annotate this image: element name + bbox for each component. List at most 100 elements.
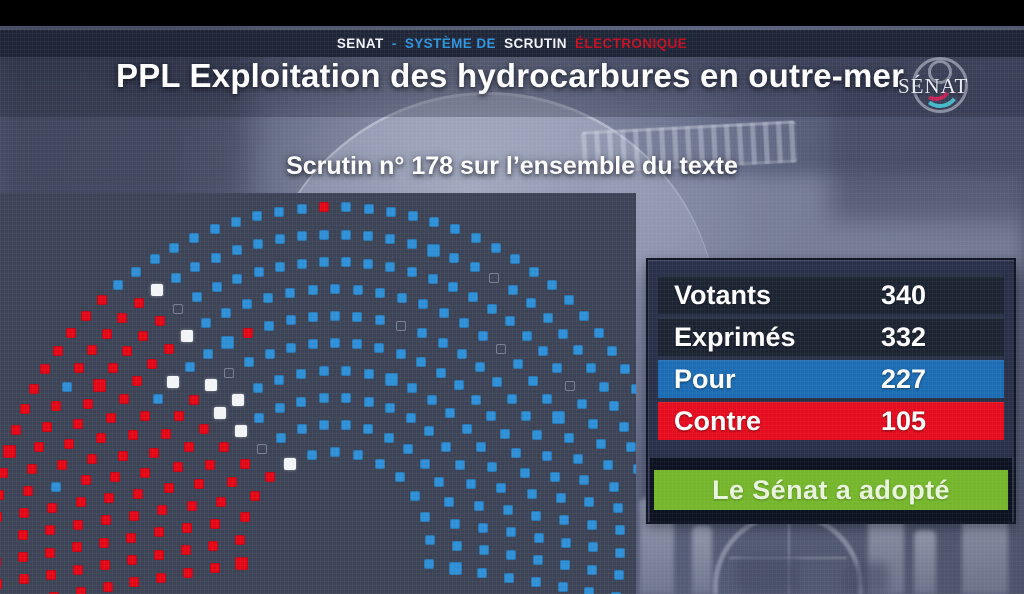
seat-pour xyxy=(559,515,570,526)
seat-contre xyxy=(209,563,220,574)
seat-contre xyxy=(44,547,55,558)
seat-contre xyxy=(0,511,2,522)
seat-pour xyxy=(609,401,620,412)
seat-pour xyxy=(607,345,618,356)
results-value: 340 xyxy=(881,280,927,310)
seat-contre xyxy=(45,525,56,536)
seat-pour xyxy=(407,383,418,394)
seat-pour xyxy=(285,343,296,353)
seat-pour xyxy=(307,284,318,295)
seat-pour xyxy=(254,413,265,424)
seat-pour xyxy=(210,253,221,264)
seat-contre xyxy=(173,411,184,421)
seat-pour xyxy=(454,380,465,391)
seat-pour xyxy=(203,349,214,359)
seat-pour xyxy=(341,256,352,267)
seat-pour xyxy=(318,365,329,376)
seat-pour xyxy=(296,368,306,379)
seat-pour xyxy=(296,203,307,214)
seat-contre xyxy=(72,564,83,575)
seat-pour xyxy=(550,471,560,482)
seat-pour xyxy=(275,261,285,272)
seat-pour xyxy=(525,298,536,309)
seat-pour xyxy=(405,413,416,424)
seat-contre xyxy=(47,503,58,514)
seat-contre xyxy=(147,359,158,370)
background-statue xyxy=(845,562,889,594)
seat-pour xyxy=(555,493,566,504)
seat-pour xyxy=(252,383,263,394)
seat-pour xyxy=(533,555,544,566)
seat-vacant xyxy=(224,367,235,378)
seat-contre xyxy=(117,312,128,323)
seat-pour xyxy=(596,439,607,450)
seat-contre xyxy=(234,557,248,570)
seat-pour xyxy=(192,292,203,303)
seat-pour xyxy=(454,459,465,470)
seat-pour xyxy=(363,424,374,435)
seat-contre xyxy=(19,507,30,518)
seat-contre xyxy=(96,432,106,443)
seat-contre xyxy=(50,401,61,412)
seat-pour xyxy=(285,315,296,326)
seat-pour xyxy=(560,559,571,570)
seat-pour xyxy=(341,202,352,213)
seat-pour xyxy=(477,567,488,578)
seat-contre xyxy=(235,534,246,545)
seat-contre xyxy=(138,330,149,341)
seat-pour xyxy=(364,368,374,379)
seat-contre xyxy=(71,542,82,552)
seat-pour xyxy=(529,266,539,277)
seat-contre xyxy=(181,522,192,533)
seat-pour xyxy=(253,267,264,278)
seat-vacant xyxy=(496,344,506,355)
seat-abstention xyxy=(234,425,247,438)
seat-contre xyxy=(52,345,63,356)
seat-pour xyxy=(418,299,429,310)
seat-contre xyxy=(19,404,30,414)
seat-pour xyxy=(473,500,484,511)
seat-pour xyxy=(385,261,395,272)
seat-pour xyxy=(506,550,517,560)
seat-contre xyxy=(155,316,166,327)
seat-pour xyxy=(563,295,574,306)
seat-pour xyxy=(449,253,460,264)
seat-pour xyxy=(467,292,478,303)
seat-contre xyxy=(198,424,209,435)
seat-contre xyxy=(82,399,93,410)
seat-contre xyxy=(66,327,77,338)
seat-pour xyxy=(486,411,497,421)
seat-pour xyxy=(200,318,211,329)
seat-pour xyxy=(503,572,514,583)
seat-contre xyxy=(265,472,276,483)
seat-pour xyxy=(318,229,329,240)
seat-pour xyxy=(352,312,363,323)
seat-pour xyxy=(512,359,523,370)
seat-pour xyxy=(306,449,317,460)
logo-wordmark: SÉNAT xyxy=(898,74,969,98)
seat-pour xyxy=(363,396,374,407)
seat-pour xyxy=(403,444,414,455)
seat-pour xyxy=(486,303,497,314)
banner-text-electronique: ÉLECTRONIQUE xyxy=(575,36,688,51)
seat-pour xyxy=(526,489,537,500)
background-column xyxy=(692,525,712,594)
seat-pour xyxy=(427,273,438,284)
seat-contre xyxy=(126,555,137,566)
seat-pour xyxy=(352,284,363,295)
results-label: Exprimés xyxy=(674,322,796,352)
seat-pour xyxy=(542,312,553,323)
seat-pour xyxy=(470,394,481,405)
seat-contre xyxy=(0,556,1,567)
seat-pour xyxy=(427,394,437,405)
seat-contre xyxy=(80,475,91,486)
seat-pour xyxy=(263,320,274,331)
seat-pour xyxy=(608,481,619,492)
seat-contre xyxy=(186,500,197,511)
seat-pour xyxy=(131,266,141,277)
seat-pour xyxy=(461,424,472,435)
system-banner: SENAT - SYSTÈME DE SCRUTIN ÉLECTRONIQUE xyxy=(0,30,1024,57)
seat-contre xyxy=(242,328,253,339)
seat-pour xyxy=(531,511,542,521)
